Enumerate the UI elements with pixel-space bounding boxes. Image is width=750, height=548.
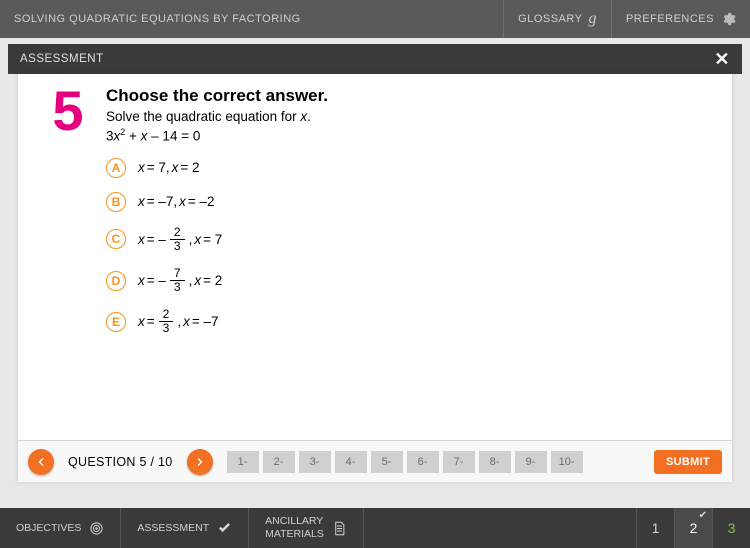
question-number: 5 [38,86,98,440]
choices-list: Ax = 7, x = 2 Bx = –7, x = –2 Cx = –23, x … [106,158,712,336]
question-pill[interactable]: 10- [551,451,583,473]
question-pill[interactable]: 3- [299,451,331,473]
check-icon: ✔ [699,510,707,521]
objectives-tab[interactable]: OBJECTIVES [0,508,121,548]
choice-row[interactable]: Ax = 7, x = 2 [106,158,712,178]
submit-button[interactable]: SUBMIT [654,450,722,474]
choice-row[interactable]: Bx = –7, x = –2 [106,192,712,212]
choice-letter[interactable]: E [106,312,126,332]
assessment-header: ASSESSMENT ✕ [8,44,742,74]
page-number[interactable]: 1 [636,508,674,548]
page-number[interactable]: 3 [712,508,750,548]
page-number[interactable]: 2✔ [674,508,712,548]
preferences-label: PREFERENCES [626,13,714,25]
choice-letter[interactable]: A [106,158,126,178]
choice-text: x = 7, x = 2 [138,160,200,175]
question-panel: 5 Choose the correct answer. Solve the q… [18,74,732,482]
choice-row[interactable]: Dx = –73, x = 2 [106,267,712,294]
choice-letter[interactable]: B [106,192,126,212]
question-equation: 3x2 + x – 14 = 0 [106,127,712,144]
chevron-left-icon [35,456,47,468]
choice-text: x = –73, x = 2 [138,267,222,294]
choice-letter[interactable]: D [106,271,126,291]
choice-text: x = –7, x = –2 [138,194,215,209]
question-pill[interactable]: 8- [479,451,511,473]
assessment-label: ASSESSMENT [20,53,714,65]
glossary-icon: g [588,10,597,28]
choice-row[interactable]: Cx = –23, x = 7 [106,226,712,253]
assessment-tab-label: ASSESSMENT [137,522,209,534]
question-pill[interactable]: 9- [515,451,547,473]
ancillary-tab[interactable]: ANCILLARY MATERIALS [249,508,364,548]
bottom-bar: OBJECTIVES ASSESSMENT ANCILLARY MATERIAL… [0,508,750,548]
assessment-tab[interactable]: ASSESSMENT [121,508,249,548]
glossary-link[interactable]: GLOSSARY g [503,0,611,38]
glossary-label: GLOSSARY [518,13,582,25]
target-icon [89,521,104,536]
check-icon [217,521,232,536]
choice-row[interactable]: Ex = 23, x = –7 [106,308,712,335]
choice-text: x = –23, x = 7 [138,226,222,253]
choice-text: x = 23, x = –7 [138,308,219,335]
gear-icon [720,11,736,27]
question-pill[interactable]: 4- [335,451,367,473]
preferences-link[interactable]: PREFERENCES [611,0,750,38]
question-pill[interactable]: 7- [443,451,475,473]
chevron-right-icon [194,456,206,468]
question-pill[interactable]: 5- [371,451,403,473]
question-pill[interactable]: 2- [263,451,295,473]
choice-letter[interactable]: C [106,229,126,249]
question-instruction: Choose the correct answer. [106,86,712,106]
question-pill[interactable]: 1- [227,451,259,473]
objectives-label: OBJECTIVES [16,522,81,534]
document-icon [332,521,347,536]
top-bar: SOLVING QUADRATIC EQUATIONS BY FACTORING… [0,0,750,38]
close-icon[interactable]: ✕ [714,49,730,70]
next-button[interactable] [187,449,213,475]
question-prompt: Solve the quadratic equation for x. [106,109,712,124]
ancillary-label-1: ANCILLARY [265,515,324,528]
prev-button[interactable] [28,449,54,475]
question-counter: QUESTION 5 / 10 [68,455,173,469]
question-pills: 1-2-3-4-5-6-7-8-9-10- [227,451,647,473]
question-pill[interactable]: 6- [407,451,439,473]
lesson-title: SOLVING QUADRATIC EQUATIONS BY FACTORING [0,13,503,25]
ancillary-label-2: MATERIALS [265,528,324,541]
question-nav: QUESTION 5 / 10 1-2-3-4-5-6-7-8-9-10- SU… [18,440,732,482]
